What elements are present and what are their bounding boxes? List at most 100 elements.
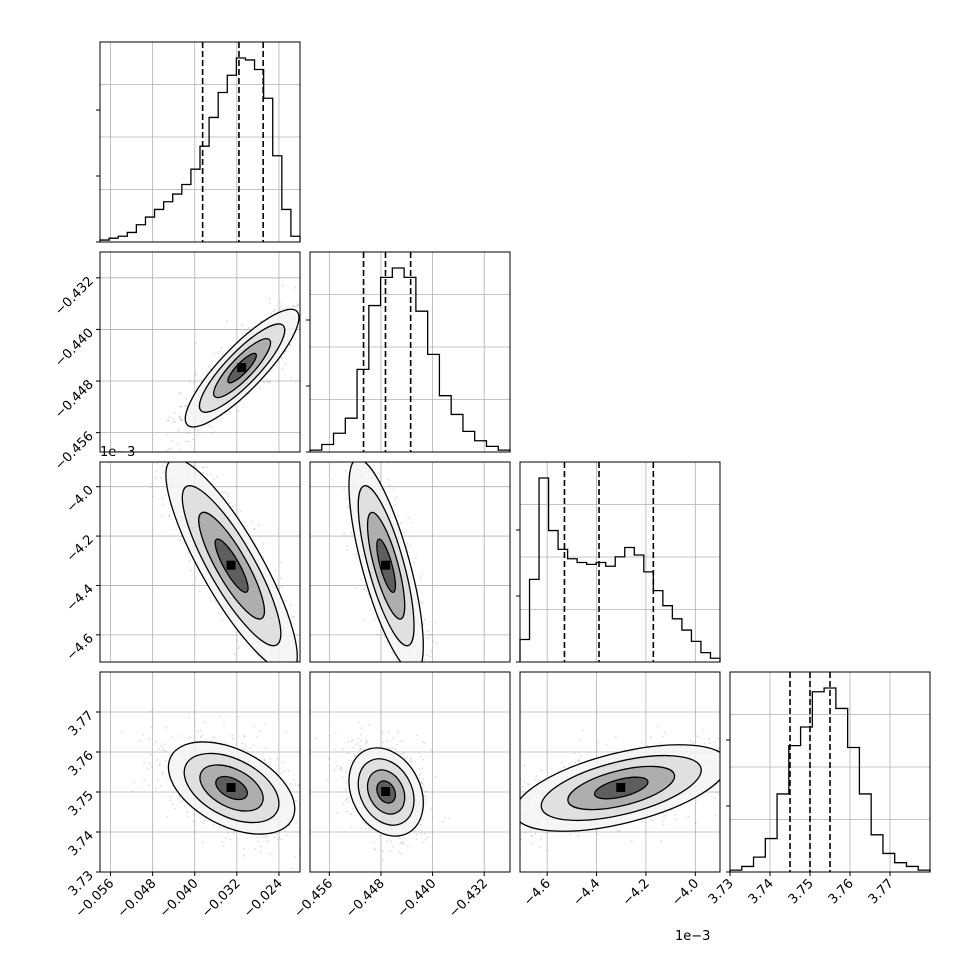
scatter-point	[279, 577, 282, 580]
scatter-point	[404, 756, 407, 759]
scatter-point	[425, 637, 428, 640]
scatter-point	[177, 428, 180, 431]
scatter-point	[283, 352, 286, 355]
scatter-point	[325, 779, 328, 781]
scatter-point	[200, 735, 202, 738]
scatter-point	[268, 301, 271, 304]
scatter-point	[362, 453, 364, 455]
scatter-point	[356, 445, 358, 447]
scatter-point	[176, 425, 178, 427]
scatter-point	[291, 664, 293, 666]
scatter-point	[349, 813, 352, 815]
scatter-point	[349, 444, 351, 446]
scatter-point	[204, 819, 207, 822]
scatter-point	[289, 782, 292, 785]
scatter-point	[339, 767, 342, 770]
scatter-point	[428, 685, 430, 687]
scatter-point	[243, 747, 246, 750]
scatter-point	[190, 460, 192, 462]
scatter-point	[201, 466, 204, 469]
scatter-point	[288, 685, 290, 687]
scatter-point	[281, 367, 284, 370]
scatter-point	[232, 737, 234, 740]
scatter-point	[162, 747, 164, 749]
scatter-point	[421, 767, 424, 770]
scatter-point	[275, 364, 278, 367]
scatter-point	[474, 825, 476, 827]
scatter-point	[431, 815, 434, 818]
scatter-point	[244, 744, 247, 747]
scatter-point	[382, 858, 385, 861]
scatter-point	[387, 747, 390, 750]
scatter-point	[167, 419, 170, 422]
scatter-point	[191, 583, 194, 586]
scatter-point	[209, 473, 212, 476]
panel-content	[165, 284, 300, 452]
scatter-point	[399, 739, 402, 742]
scatter-point	[421, 685, 423, 687]
scatter-point	[208, 365, 211, 368]
scatter-point	[206, 819, 209, 822]
scatter-point	[412, 703, 414, 705]
scatter-point	[721, 773, 723, 775]
scatter-point	[356, 420, 358, 422]
scatter-point	[278, 587, 281, 589]
scatter-point	[713, 741, 716, 743]
scatter-point	[347, 741, 350, 744]
scatter-point	[242, 735, 245, 737]
scatter-point	[265, 839, 268, 842]
scatter-point	[202, 471, 205, 474]
scatter-point	[348, 447, 350, 449]
scatter-point	[381, 730, 384, 733]
scatter-point	[420, 755, 422, 758]
scatter-point	[407, 845, 409, 847]
scatter-point	[264, 722, 267, 725]
scatter-point	[388, 731, 390, 734]
scatter-point	[268, 380, 271, 383]
scatter-point	[280, 773, 283, 775]
scatter-point	[515, 823, 517, 825]
scatter-point	[675, 818, 678, 821]
scatter-point	[171, 454, 173, 456]
scatter-point	[169, 796, 172, 798]
scatter-point	[216, 352, 219, 355]
scatter-point	[268, 692, 270, 694]
scatter-point	[422, 841, 424, 844]
scatter-point	[143, 778, 146, 781]
scatter-point	[161, 399, 163, 401]
scatter-point	[345, 798, 348, 800]
scatter-point	[179, 417, 182, 420]
scatter-point	[209, 596, 212, 599]
scatter-point	[352, 430, 354, 432]
scatter-point	[413, 830, 416, 832]
scatter-point	[294, 286, 297, 289]
scatter-point	[424, 799, 427, 801]
scatter-point	[220, 346, 223, 349]
scatter-point	[162, 773, 164, 775]
scatter-point	[168, 448, 171, 450]
scatter-point	[263, 758, 266, 761]
scatter-point	[264, 747, 267, 749]
scatter-point	[373, 848, 375, 851]
scatter-point	[174, 420, 177, 423]
scatter-point	[210, 426, 213, 428]
scatter-point	[386, 478, 389, 481]
scatter-point	[738, 773, 740, 775]
scatter-point	[401, 753, 404, 756]
scatter-point	[285, 834, 288, 836]
scatter-point	[384, 636, 386, 639]
scatter-point	[206, 473, 209, 476]
scatter-point	[195, 342, 198, 345]
scatter-point	[424, 693, 426, 695]
scatter-point	[212, 824, 215, 826]
scatter-point	[278, 308, 281, 311]
scatter-point	[307, 663, 309, 665]
scatter-point	[366, 447, 368, 449]
scatter-point	[218, 350, 221, 353]
scatter-point	[165, 449, 168, 452]
scatter-point	[263, 663, 265, 665]
scatter-point	[224, 741, 227, 744]
scatter-point	[211, 482, 214, 484]
scatter-point	[160, 477, 162, 479]
density-peak	[381, 787, 391, 796]
